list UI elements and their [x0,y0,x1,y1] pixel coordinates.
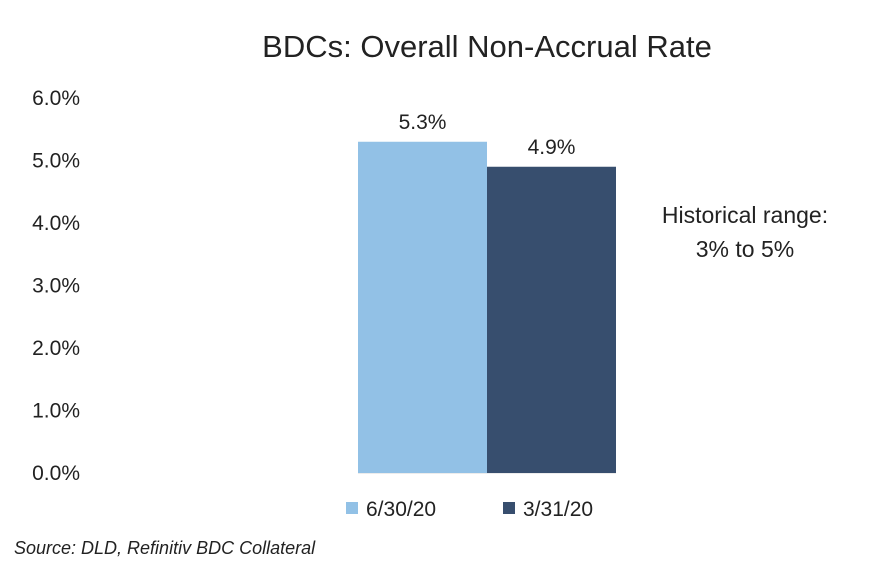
legend-label: 3/31/20 [523,498,593,521]
legend-swatch [346,502,358,514]
data-label: 4.9% [528,136,576,159]
annotation: Historical range: 3% to 5% [662,202,828,262]
bar-1 [358,141,487,473]
y-tick-label: 1.0% [32,400,80,423]
annotation-line: Historical range: [662,202,828,228]
bars: 5.3% 4.9% [358,111,616,473]
y-tick-label: 2.0% [32,337,80,360]
data-label: 5.3% [399,111,447,134]
y-tick-label: 6.0% [32,87,80,110]
legend-label: 6/30/20 [366,498,436,521]
y-axis: 0.0% 1.0% 2.0% 3.0% 4.0% 5.0% 6.0% [32,87,80,485]
bar-2 [487,166,616,473]
y-tick-label: 0.0% [32,462,80,485]
y-tick-label: 4.0% [32,212,80,235]
y-tick-label: 3.0% [32,275,80,298]
legend-swatch [503,502,515,514]
legend: 6/30/20 3/31/20 [346,498,593,521]
source-note: Source: DLD, Refinitiv BDC Collateral [14,538,316,558]
chart-title: BDCs: Overall Non-Accrual Rate [262,29,712,64]
y-tick-label: 5.0% [32,150,80,173]
annotation-line: 3% to 5% [696,236,794,262]
